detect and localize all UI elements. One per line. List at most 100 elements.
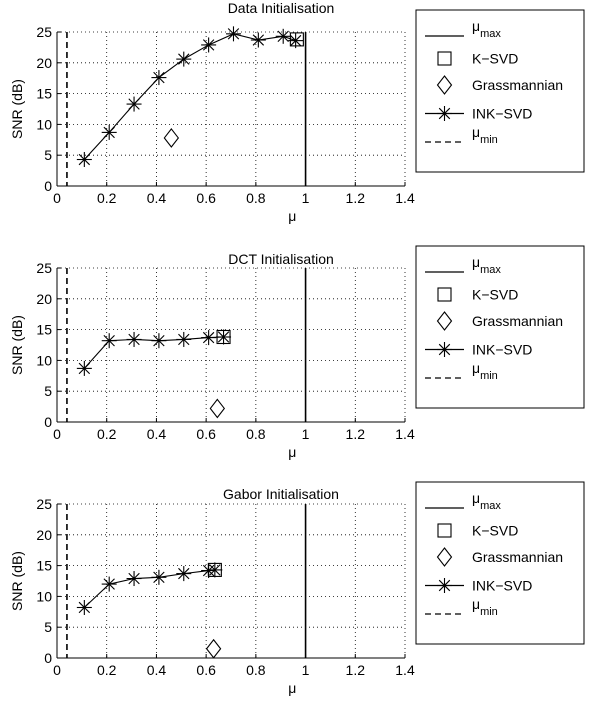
plot-area [57,268,405,422]
legend-item: μmax [425,490,501,512]
x-tick-label: 0.2 [97,662,117,678]
asterisk-marker [76,152,92,168]
y-tick-label: 20 [36,291,52,307]
legend-item: INK−SVD [425,342,532,358]
asterisk-marker [250,32,266,48]
legend: μmax K−SVD Grassmannian INK−SVD μmin [415,245,585,409]
square-marker [437,523,452,538]
legend-label: INK−SVD [472,578,532,594]
y-axis-label: SNR (dB) [9,551,25,611]
diamond-marker [436,311,453,331]
legend-box [415,245,585,409]
y-tick-label: 10 [36,588,52,604]
y-tick-label: 0 [44,650,52,666]
legend-label: K−SVD [472,523,518,539]
legend-item: K−SVD [437,523,518,539]
asterisk-marker [101,124,117,140]
x-tick-label: 1.2 [346,190,366,206]
y-tick-label: 10 [36,116,52,132]
diamond-marker [163,128,180,148]
x-tick-label: 0.4 [147,190,167,206]
series-asterisk [76,26,304,168]
x-tick-label: 1.2 [346,662,366,678]
x-tick-label: 1 [302,662,310,678]
y-tick-label: 25 [36,496,52,512]
asterisk-marker [151,569,167,585]
y-axis-label: SNR (dB) [9,315,25,375]
x-tick-label: 0 [53,662,61,678]
x-axis-label: μ [288,680,296,696]
diamond-marker [209,398,226,419]
y-tick-label: 5 [44,147,52,163]
x-tick-label: 0.4 [147,662,167,678]
legend-item: μmin [425,596,498,618]
diamond-marker [205,638,222,659]
asterisk-marker [151,70,167,86]
chart-title: Data Initialisation [228,0,335,16]
x-tick-label: 0.6 [196,426,216,442]
x-tick-label: 1.2 [346,426,366,442]
legend-label: K−SVD [472,51,518,67]
diamond-marker [436,547,453,567]
asterisk-marker [288,33,304,49]
legend-box [415,9,585,173]
square-marker [437,287,452,302]
x-tick-label: 0.6 [196,190,216,206]
x-tick-label: 0.8 [246,426,266,442]
x-axis-label: μ [288,208,296,224]
y-tick-label: 15 [36,86,52,102]
asterisk-marker [437,342,452,357]
legend-label: Grassmannian [472,313,563,329]
legend-label: μmin [472,596,498,618]
x-tick-label: 0 [53,190,61,206]
legend-item: Grassmannian [436,311,563,331]
legend-label: Grassmannian [472,549,563,565]
diamond-marker [436,75,453,95]
asterisk-marker [176,51,192,67]
y-tick-label: 15 [36,322,52,338]
x-tick-label: 1 [302,426,310,442]
asterisk-marker [201,37,217,53]
x-axis-label: μ [288,444,296,460]
asterisk-marker [201,330,217,346]
legend-label: μmax [472,254,501,276]
y-tick-label: 5 [44,383,52,399]
legend-item: K−SVD [437,51,518,67]
y-tick-label: 10 [36,352,52,368]
legend-label: Grassmannian [472,77,563,93]
x-tick-label: 0.8 [246,190,266,206]
asterisk-marker [76,599,92,615]
legend-label: μmax [472,490,501,512]
series-asterisk [76,329,232,376]
square-marker [289,32,304,47]
legend-label: μmin [472,360,498,382]
legend-item: μmax [425,254,501,276]
asterisk-marker [101,333,117,349]
y-axis-label: SNR (dB) [9,79,25,139]
y-tick-label: 20 [36,55,52,71]
asterisk-marker [437,106,452,121]
x-tick-label: 0.2 [97,190,117,206]
legend-item: μmax [425,18,501,40]
asterisk-marker [126,96,142,112]
y-tick-label: 25 [36,260,52,276]
series-diamond [205,638,222,659]
x-tick-label: 0.2 [97,426,117,442]
asterisk-marker [101,576,117,592]
series-diamond [163,128,180,148]
plot-area [57,504,405,658]
x-tick-label: 0 [53,426,61,442]
x-tick-label: 0.6 [196,662,216,678]
plot-area [57,32,405,186]
x-tick-label: 0.4 [147,426,167,442]
chart-panel-2: 0 0.2 0.4 0.6 0.8 1 1.2 1.4 0 5 10 15 20 25 DCT Initia… [9,245,585,460]
legend-label: μmin [472,124,498,146]
x-tick-label: 1 [302,190,310,206]
y-tick-label: 15 [36,558,52,574]
asterisk-marker [126,571,142,587]
x-tick-label: 1.4 [395,426,415,442]
x-tick-label: 1.4 [395,662,415,678]
legend: μmax K−SVD Grassmannian INK−SVD μmin [415,9,585,173]
y-tick-label: 25 [36,24,52,40]
